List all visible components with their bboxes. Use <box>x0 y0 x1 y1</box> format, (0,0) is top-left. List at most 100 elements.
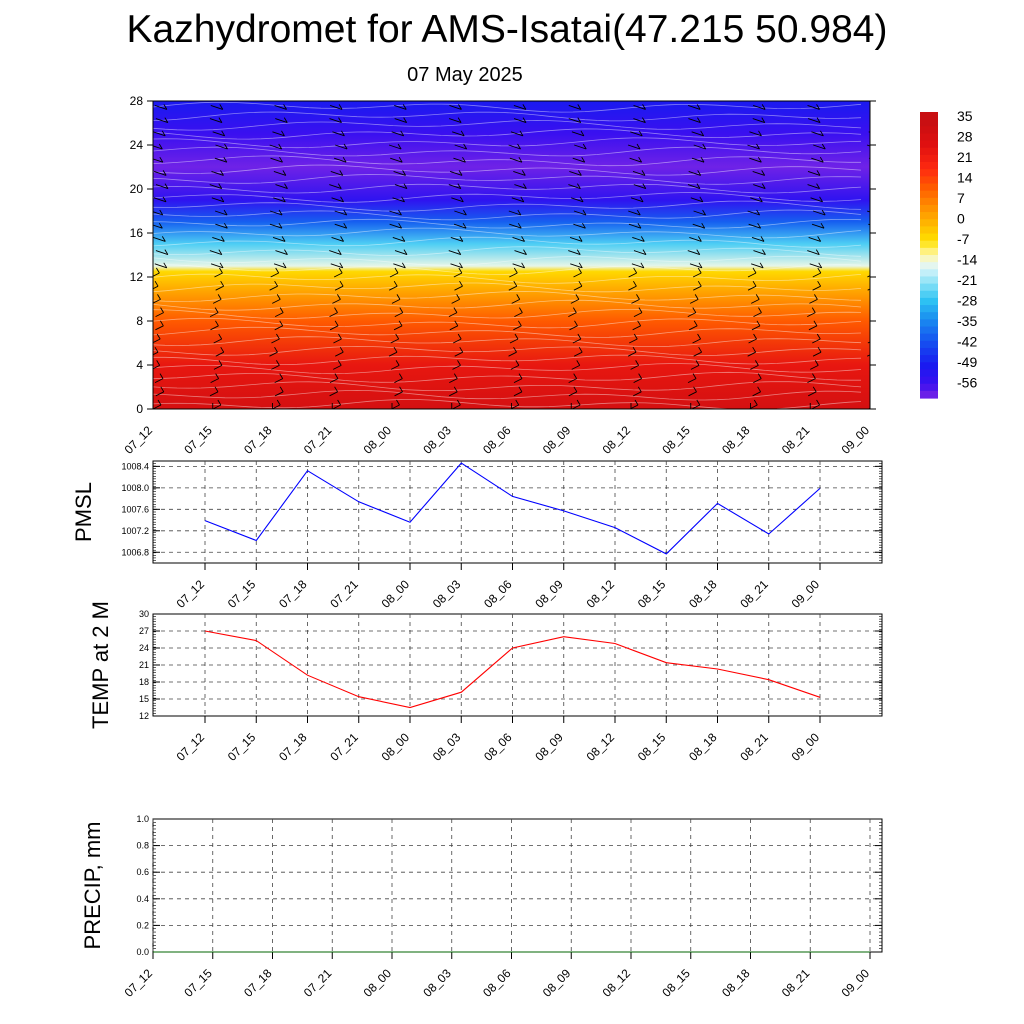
wind-barb <box>866 210 870 213</box>
wind-barb-feather <box>692 373 697 379</box>
wind-barb-feather <box>215 373 220 379</box>
wind-barb <box>390 157 403 163</box>
wind-barb <box>214 157 227 163</box>
wind-barb-feather <box>882 184 885 189</box>
wind-barb-feather <box>701 222 706 229</box>
x-tick-label: 09_00 <box>789 730 823 764</box>
wind-barb <box>627 144 641 150</box>
colorbar-label: 0 <box>957 211 965 227</box>
wind-barb <box>569 236 583 242</box>
y-tick-label: 0.2 <box>136 920 149 930</box>
wind-barb-feather <box>456 294 461 300</box>
wind-barb <box>811 223 825 229</box>
isotherm-line <box>153 381 862 391</box>
wind-barb <box>153 211 163 216</box>
wind-barb <box>513 378 523 384</box>
wind-barb-feather <box>762 249 766 255</box>
wind-barb-feather <box>334 307 338 313</box>
wind-barb-feather <box>642 249 647 255</box>
wind-barb <box>573 272 582 278</box>
wind-barb <box>210 378 219 384</box>
wind-barb-feather <box>757 373 762 379</box>
wind-barb <box>510 131 524 137</box>
wind-barb <box>269 223 283 229</box>
wind-barb-feather <box>700 156 705 163</box>
x-tick-label: 07_21 <box>327 577 361 611</box>
wind-barb-feather <box>342 156 347 163</box>
wind-barb <box>211 197 224 203</box>
wind-barb-feather <box>876 294 879 299</box>
wind-barb <box>633 250 647 256</box>
wind-barb-feather <box>218 117 223 123</box>
wind-barb <box>871 299 879 303</box>
x-tick-label: 07_15 <box>181 966 215 1000</box>
colorbar-swatch <box>920 119 938 127</box>
wind-barb-feather <box>338 267 343 274</box>
wind-barb <box>690 197 703 203</box>
wind-barb <box>333 364 342 370</box>
wind-barb <box>690 364 700 370</box>
wind-barb-feather <box>457 117 462 123</box>
wind-barb-feather <box>876 144 879 149</box>
wind-barb <box>211 170 224 176</box>
wind-barb-feather <box>457 183 462 189</box>
wind-barb-feather <box>820 130 824 137</box>
wind-barb-feather <box>513 267 518 274</box>
wind-barb <box>451 197 464 203</box>
wind-barb <box>687 312 696 318</box>
colorbar-swatch <box>920 204 938 213</box>
wind-barb-feather <box>519 130 524 137</box>
wind-barb <box>448 118 462 124</box>
y-axis-label: TEMP at 2 M <box>88 601 113 729</box>
y-tick-label: 1007.6 <box>121 504 149 514</box>
wind-barb <box>632 170 646 176</box>
wind-barb-feather <box>274 280 279 287</box>
wind-barb-feather <box>811 307 816 313</box>
wind-barb <box>154 170 167 176</box>
wind-barb-feather <box>459 236 464 242</box>
wind-barb <box>569 170 582 176</box>
isotherm-line <box>153 174 862 185</box>
wind-barb <box>453 272 463 278</box>
wind-barb-feather <box>877 387 880 392</box>
wind-barb <box>508 144 521 150</box>
colorbar-label: -14 <box>957 252 977 268</box>
wind-barb-feather <box>154 346 159 353</box>
wind-barb <box>747 351 756 357</box>
wind-barb-feather <box>696 104 701 110</box>
cross-section-panel: 0 4 8 12 16 20 24 28 07_12 07_15 07_18 07_21 08_00 08… <box>122 94 885 457</box>
wind-barb <box>628 210 641 216</box>
wind-barb-feather <box>700 130 705 137</box>
wind-barb-feather <box>517 209 522 216</box>
wind-barb-feather <box>157 294 161 300</box>
wind-barb <box>332 404 341 409</box>
wind-barb-feather <box>334 373 339 379</box>
wind-barb-feather <box>223 156 228 163</box>
wind-barb <box>514 250 527 256</box>
wind-barb <box>394 104 407 110</box>
wind-barb <box>274 104 287 110</box>
wind-barb-feather <box>396 399 400 406</box>
wind-barb-feather <box>275 267 280 274</box>
wind-barb <box>689 236 702 242</box>
wind-barb <box>753 104 766 110</box>
wind-barb-feather <box>521 236 525 242</box>
x-tick-label: 08_00 <box>361 966 395 1000</box>
wind-barb-feather <box>580 130 585 137</box>
wind-barb <box>448 312 458 318</box>
wind-barb <box>872 171 884 175</box>
wind-barb-feather <box>162 170 167 176</box>
wind-barb-feather <box>578 346 583 353</box>
wind-barb <box>692 338 701 344</box>
wind-barb <box>449 170 463 176</box>
wind-barb-feather <box>515 399 520 406</box>
wind-barb-feather <box>753 399 758 406</box>
wind-barb-feather <box>279 156 283 163</box>
wind-barb-feather <box>639 196 644 203</box>
wind-barb <box>153 224 163 229</box>
x-tick-label: 08_15 <box>635 577 669 611</box>
wind-barb-feather <box>520 196 525 203</box>
wind-barb-feather <box>458 170 463 176</box>
wind-barb-feather <box>759 262 764 269</box>
